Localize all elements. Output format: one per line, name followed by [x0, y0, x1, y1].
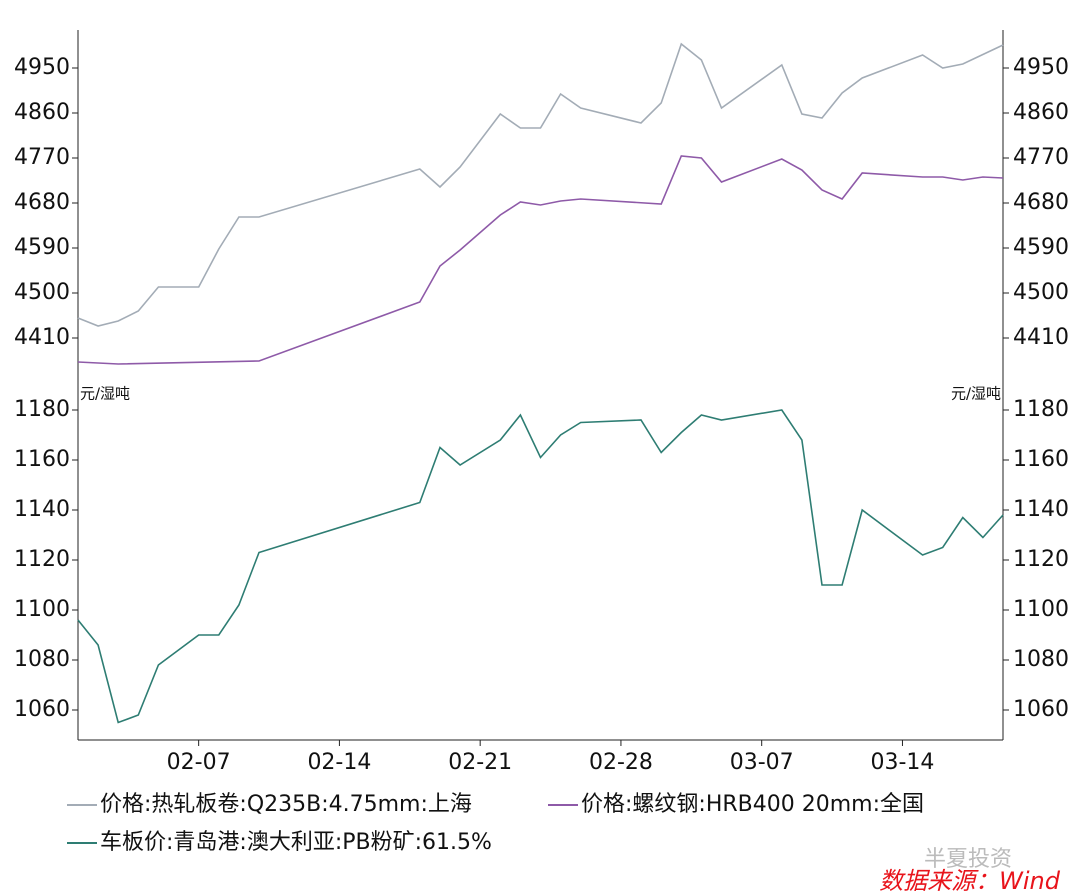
- y-tick-label: 1160: [14, 447, 70, 472]
- y2-tick-label: 4860: [1013, 100, 1069, 125]
- y2-tick-label: 4680: [1013, 190, 1069, 215]
- y2-tick-label: 1140: [1013, 497, 1069, 522]
- y-tick-label: 1120: [14, 547, 70, 572]
- y2-tick-label: 1180: [1013, 397, 1069, 422]
- y2-tick-label: 4410: [1013, 325, 1069, 350]
- x-tick-label: 02-07: [167, 750, 231, 775]
- y-tick-label: 1140: [14, 497, 70, 522]
- y-tick-label: 4500: [14, 280, 70, 305]
- x-tick-label: 02-21: [448, 750, 512, 775]
- y-tick-label: 1080: [14, 647, 70, 672]
- y2-axis-label: 元/湿吨: [951, 385, 1001, 403]
- y2-tick-label: 4500: [1013, 280, 1069, 305]
- y2-tick-label: 4590: [1013, 235, 1069, 260]
- line: [77, 409, 1004, 724]
- y2-tick-label: 1120: [1013, 547, 1069, 572]
- legend-label: 价格:热轧板卷:Q235B:4.75mm:上海: [100, 792, 472, 817]
- y-tick-label: 1060: [14, 697, 70, 722]
- line: [77, 42, 1004, 327]
- y-tick-label: 4950: [14, 55, 70, 80]
- y2-tick-label: 4770: [1013, 145, 1069, 170]
- x-tick-label: 03-14: [870, 750, 934, 775]
- y2-tick-label: 1100: [1013, 597, 1069, 622]
- y2-tick-label: 4950: [1013, 55, 1069, 80]
- legend-label: 车板价:青岛港:澳大利亚:PB粉矿:61.5%: [100, 830, 492, 855]
- x-tick-label: 02-28: [589, 750, 653, 775]
- y2-tick-label: 1160: [1013, 447, 1069, 472]
- x-tick-label: 03-07: [730, 750, 794, 775]
- y-tick-label: 4770: [14, 145, 70, 170]
- y2-tick-label: 1060: [1013, 697, 1069, 722]
- y-tick-label: 4590: [14, 235, 70, 260]
- y-axis-label: 元/湿吨: [80, 385, 130, 403]
- line: [77, 155, 1004, 365]
- y-tick-label: 4860: [14, 100, 70, 125]
- y-tick-label: 1180: [14, 397, 70, 422]
- legend-label: 价格:螺纹钢:HRB400 20mm:全国: [581, 792, 924, 817]
- source: 数据来源：Wind: [879, 867, 1061, 894]
- x-tick-label: 02-14: [307, 750, 371, 775]
- y-tick-label: 4680: [14, 190, 70, 215]
- y-tick-label: 1100: [14, 597, 70, 622]
- y2-tick-label: 1080: [1013, 647, 1069, 672]
- y-tick-label: 4410: [14, 325, 70, 350]
- watermark: 半夏投资: [924, 847, 1012, 872]
